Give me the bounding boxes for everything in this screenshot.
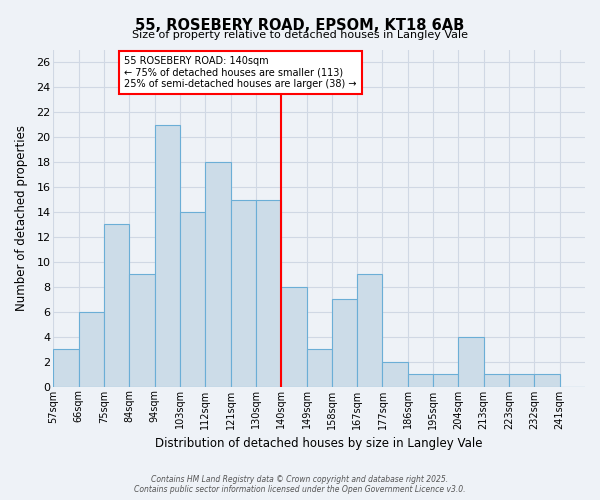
Bar [230,200,256,386]
Text: Size of property relative to detached houses in Langley Vale: Size of property relative to detached ho… [132,30,468,40]
Bar [130,274,155,386]
Bar [408,374,433,386]
Bar [104,224,130,386]
Text: Contains HM Land Registry data © Crown copyright and database right 2025.
Contai: Contains HM Land Registry data © Crown c… [134,474,466,494]
Bar [382,362,408,386]
Bar [155,125,180,386]
Text: 55 ROSEBERY ROAD: 140sqm
← 75% of detached houses are smaller (113)
25% of semi-: 55 ROSEBERY ROAD: 140sqm ← 75% of detach… [124,56,357,90]
Bar [433,374,458,386]
Text: 55, ROSEBERY ROAD, EPSOM, KT18 6AB: 55, ROSEBERY ROAD, EPSOM, KT18 6AB [136,18,464,32]
Bar [535,374,560,386]
Bar [357,274,382,386]
Bar [281,287,307,386]
Bar [307,349,332,387]
Bar [180,212,205,386]
Bar [53,349,79,387]
Bar [458,336,484,386]
Y-axis label: Number of detached properties: Number of detached properties [15,126,28,312]
Bar [256,200,281,386]
Bar [484,374,509,386]
X-axis label: Distribution of detached houses by size in Langley Vale: Distribution of detached houses by size … [155,437,483,450]
Bar [205,162,230,386]
Bar [509,374,535,386]
Bar [79,312,104,386]
Bar [332,300,357,386]
